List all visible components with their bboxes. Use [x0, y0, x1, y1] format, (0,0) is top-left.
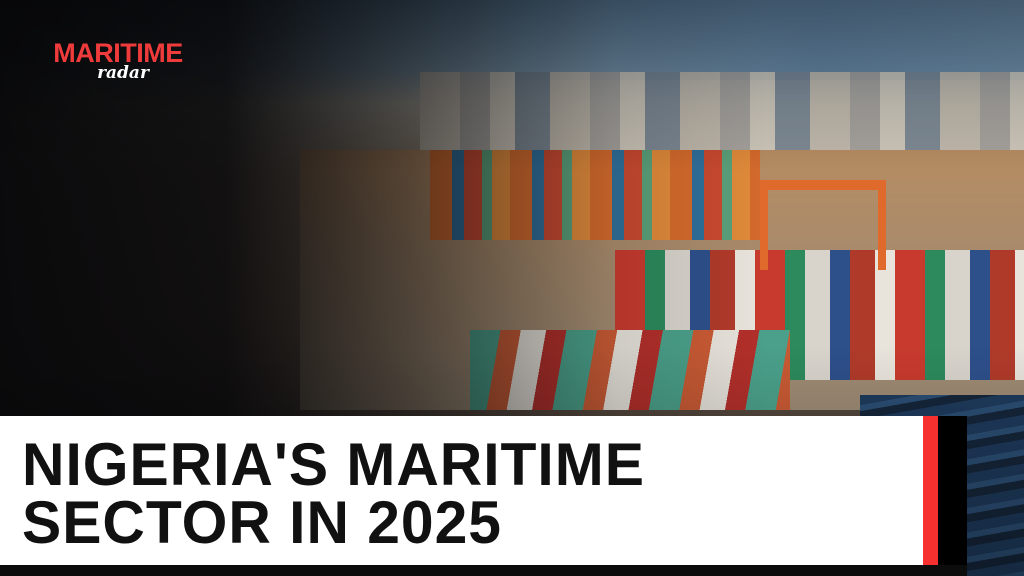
bottom-strip: [0, 565, 967, 576]
logo-wordmark: MARITIME: [53, 38, 183, 68]
headline-line-2: SECTOR IN 2025: [22, 489, 502, 556]
logo-script: radar: [97, 63, 149, 83]
headline-line-1: NIGERIA'S MARITIME: [22, 431, 645, 498]
accent-red-bar: [923, 416, 938, 565]
headline-title: NIGERIA'S MARITIME SECTOR IN 2025: [22, 431, 645, 556]
maritime-radar-logo: MARITIME radar: [48, 38, 188, 83]
accent-black-bar: [938, 416, 967, 565]
headline-banner: [0, 416, 923, 565]
